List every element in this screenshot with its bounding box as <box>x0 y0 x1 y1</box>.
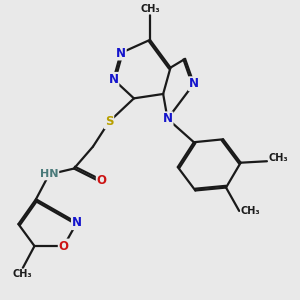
Text: N: N <box>72 216 82 229</box>
Text: CH₃: CH₃ <box>268 153 288 163</box>
Text: O: O <box>97 174 107 187</box>
Text: CH₃: CH₃ <box>241 206 260 216</box>
Text: S: S <box>105 115 113 128</box>
Text: CH₃: CH₃ <box>13 269 33 279</box>
Text: N: N <box>108 73 118 86</box>
Text: N: N <box>189 77 199 90</box>
Text: N: N <box>116 46 126 59</box>
Text: HN: HN <box>40 169 59 179</box>
Text: O: O <box>59 239 69 253</box>
Text: CH₃: CH₃ <box>140 4 160 14</box>
Text: N: N <box>163 112 172 125</box>
